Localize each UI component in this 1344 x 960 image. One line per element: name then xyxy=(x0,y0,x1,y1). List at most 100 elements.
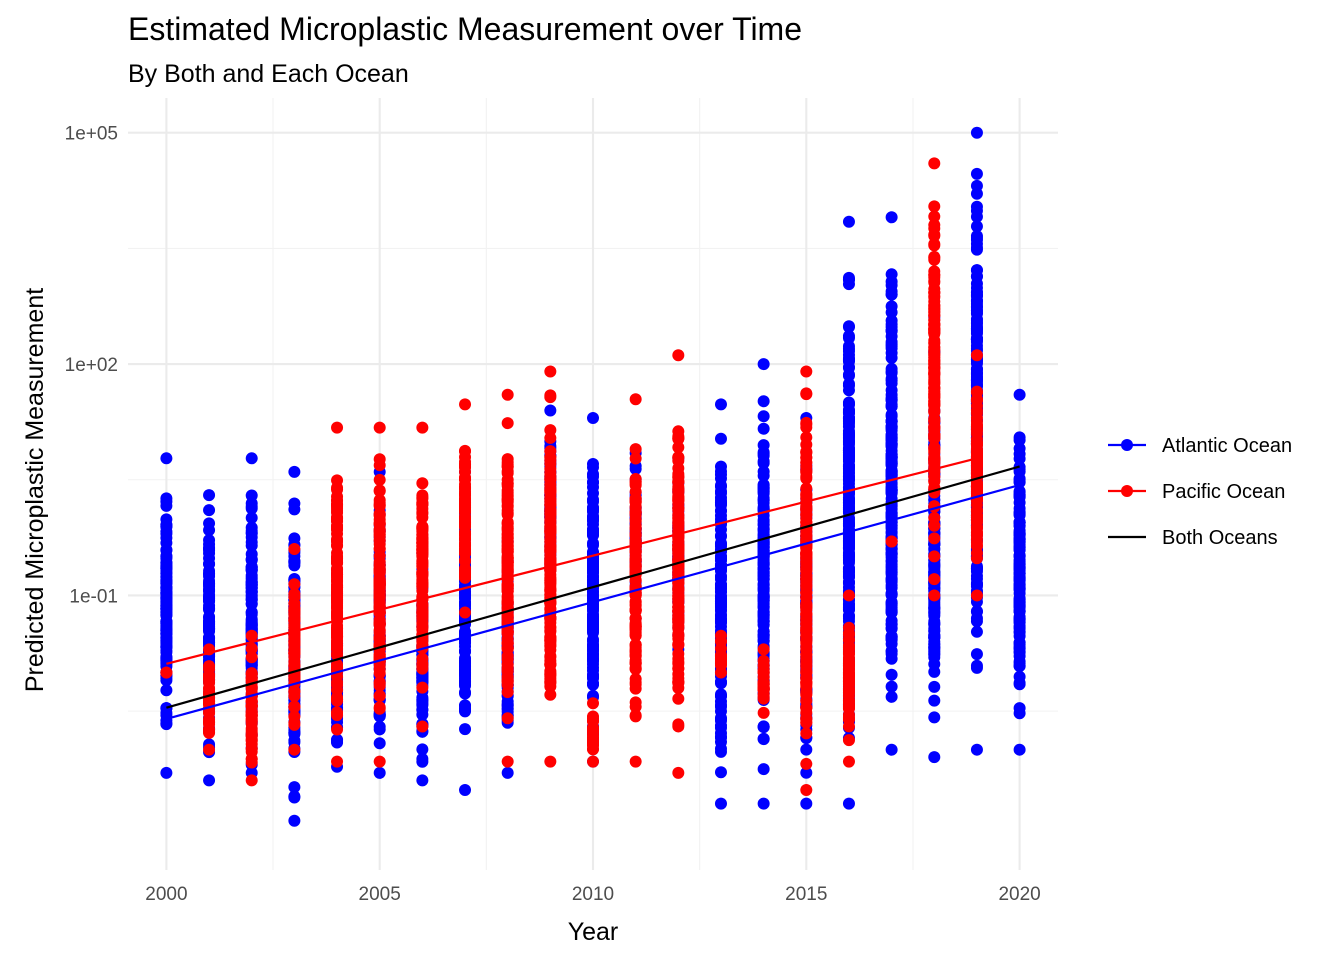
data-point xyxy=(203,774,216,787)
data-point xyxy=(331,706,344,719)
data-point xyxy=(501,506,514,519)
data-point xyxy=(629,485,642,498)
data-point xyxy=(373,421,386,434)
data-point xyxy=(501,755,514,768)
data-point xyxy=(629,603,642,616)
data-point xyxy=(629,496,642,509)
data-point xyxy=(501,766,514,779)
data-point xyxy=(331,734,344,747)
data-point xyxy=(970,241,983,254)
data-point xyxy=(373,766,386,779)
data-point xyxy=(842,713,855,726)
data-point xyxy=(800,797,813,810)
data-point xyxy=(1013,442,1026,455)
data-point xyxy=(544,755,557,768)
data-point xyxy=(459,784,472,797)
data-point xyxy=(672,349,685,362)
data-point xyxy=(288,607,301,620)
data-point xyxy=(757,643,770,656)
data-point xyxy=(928,442,941,455)
data-point xyxy=(800,648,813,661)
y-tick-label: 1e+05 xyxy=(65,124,118,145)
y-tick-label: 1e+02 xyxy=(65,355,118,376)
data-point xyxy=(928,219,941,232)
data-point xyxy=(288,700,301,713)
data-point xyxy=(800,766,813,779)
data-point xyxy=(245,724,258,737)
data-point xyxy=(629,709,642,722)
data-point xyxy=(459,539,472,552)
data-point xyxy=(757,448,770,461)
data-point xyxy=(416,536,429,549)
data-point xyxy=(288,690,301,703)
data-point xyxy=(714,730,727,743)
data-point xyxy=(331,511,344,524)
data-point xyxy=(544,365,557,378)
data-point xyxy=(416,657,429,670)
data-point xyxy=(459,517,472,530)
data-point xyxy=(629,644,642,657)
data-point xyxy=(842,406,855,419)
trend-line-atlantic-ocean xyxy=(166,483,1020,721)
data-point xyxy=(928,412,941,425)
data-point xyxy=(757,797,770,810)
data-point xyxy=(587,677,599,690)
data-point xyxy=(970,333,983,346)
data-point xyxy=(757,469,770,482)
data-point xyxy=(544,545,557,558)
data-point xyxy=(544,404,557,417)
data-point xyxy=(501,676,514,689)
data-point xyxy=(416,616,429,629)
data-point xyxy=(245,613,258,626)
data-point xyxy=(629,672,642,685)
data-point xyxy=(842,345,855,358)
data-point xyxy=(587,640,599,653)
data-point xyxy=(885,306,898,319)
data-point xyxy=(800,757,813,770)
data-point xyxy=(587,563,599,576)
data-point xyxy=(416,681,429,694)
data-point xyxy=(842,628,855,641)
data-point xyxy=(203,726,216,739)
data-point xyxy=(331,535,344,548)
data-point xyxy=(970,179,983,192)
data-point xyxy=(587,739,599,752)
series-pacific-ocean xyxy=(160,157,983,797)
data-point xyxy=(928,291,941,304)
data-point xyxy=(842,612,855,625)
data-point xyxy=(970,743,983,756)
data-point xyxy=(714,649,727,662)
data-point xyxy=(714,690,727,703)
data-point xyxy=(842,642,855,655)
data-point xyxy=(970,286,983,299)
data-point xyxy=(160,702,173,715)
data-point xyxy=(885,388,898,401)
data-point xyxy=(885,451,898,464)
data-point xyxy=(587,502,599,515)
data-point xyxy=(714,629,727,642)
data-point xyxy=(587,697,599,710)
data-point xyxy=(203,668,216,681)
data-point xyxy=(288,814,301,827)
data-point xyxy=(885,351,898,364)
data-point xyxy=(885,324,898,337)
data-point xyxy=(160,666,173,679)
data-point xyxy=(885,535,898,548)
data-point xyxy=(459,606,472,619)
data-point xyxy=(842,734,855,747)
legend-item: Both Oceans xyxy=(1108,527,1278,549)
data-point xyxy=(970,536,983,549)
data-point xyxy=(501,627,514,640)
data-point xyxy=(885,632,898,645)
data-point xyxy=(970,270,983,283)
data-point xyxy=(587,457,599,470)
data-point xyxy=(970,562,983,575)
data-point xyxy=(970,589,983,602)
data-point xyxy=(672,498,685,511)
data-point xyxy=(800,689,813,702)
data-point xyxy=(970,437,983,450)
data-point xyxy=(928,210,941,223)
data-point xyxy=(757,609,770,622)
data-point xyxy=(373,485,386,498)
data-point xyxy=(842,576,855,589)
